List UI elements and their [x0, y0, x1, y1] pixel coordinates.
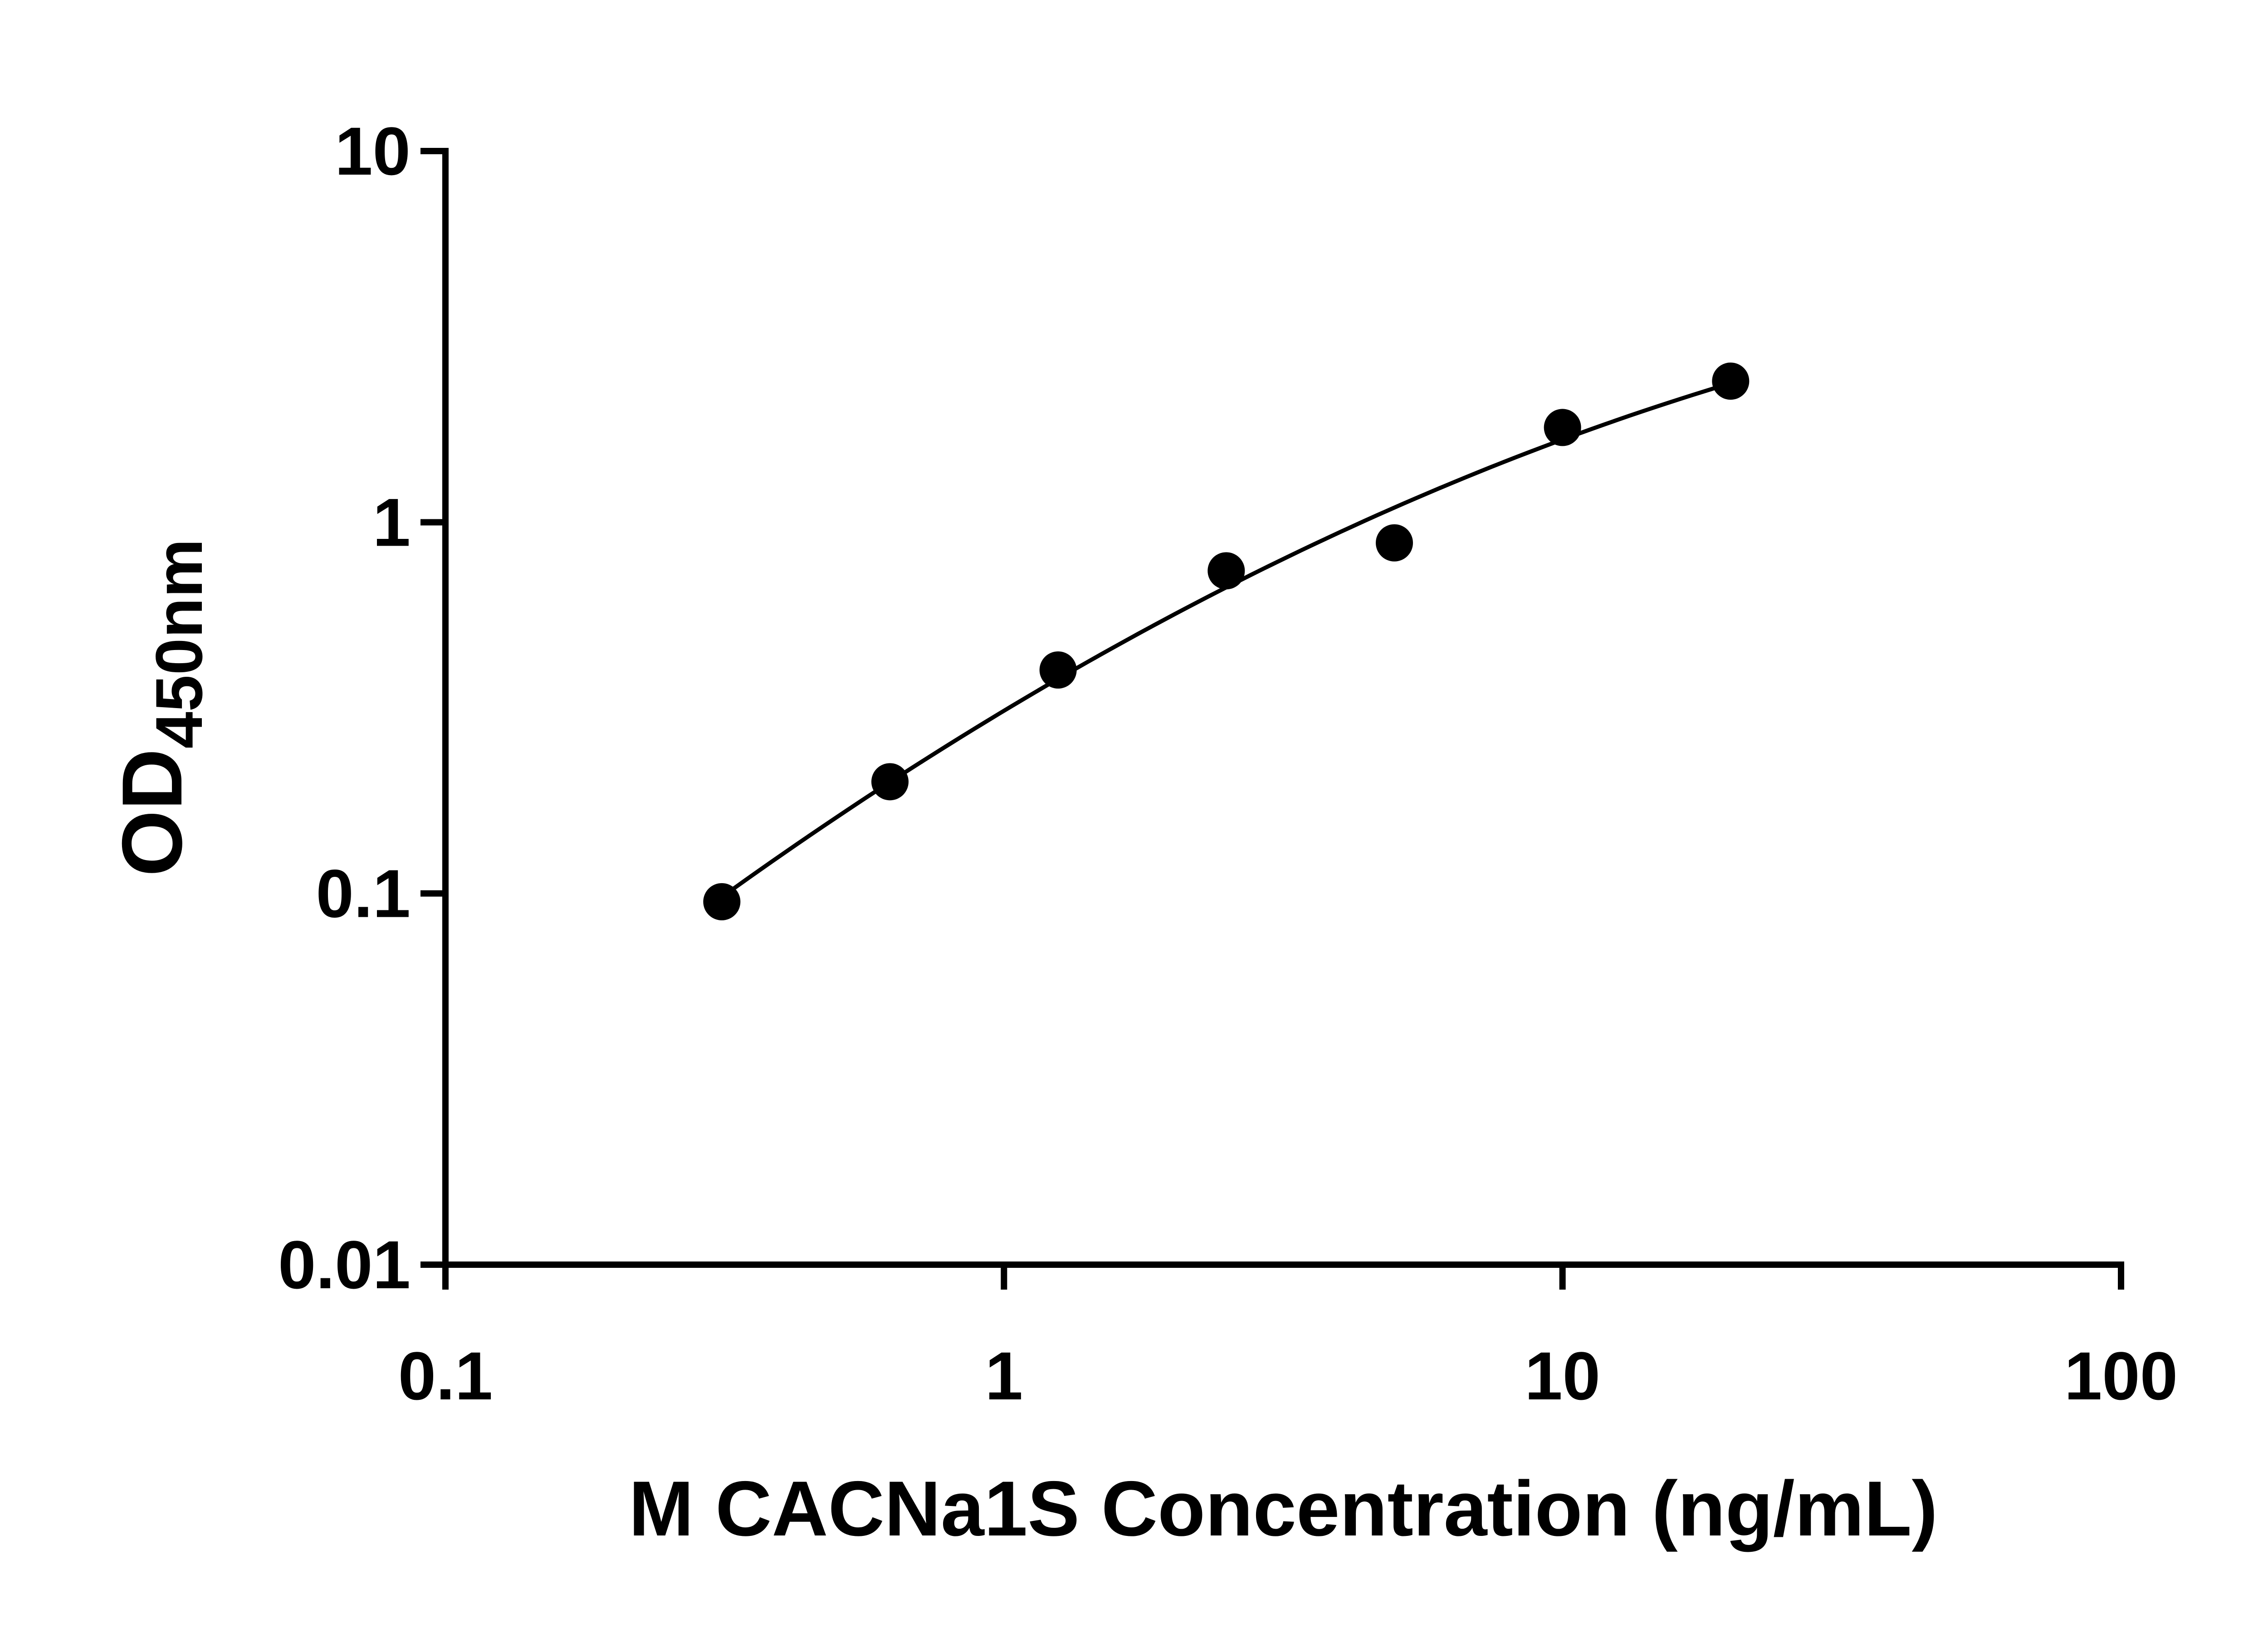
data-point — [1039, 651, 1077, 689]
y-tick-label: 1 — [373, 484, 411, 560]
data-point — [871, 763, 909, 801]
data-point — [1207, 552, 1245, 590]
y-axis-title-subscript: 450nm — [142, 539, 216, 749]
y-axis-title-main: OD — [104, 748, 200, 876]
fit-curve-layer — [720, 381, 1731, 899]
y-axis-title: OD450nm — [104, 539, 216, 877]
x-tick-label: 0.1 — [398, 1338, 493, 1414]
data-point — [1712, 362, 1750, 400]
fit-curve-path — [720, 381, 1731, 899]
axes-layer — [420, 148, 2124, 1290]
tick-labels-layer: 0.1 1 10 100 0.01 0.1 1 10 — [278, 113, 2178, 1414]
y-tick-label: 0.1 — [316, 856, 411, 932]
x-tick-label: 1 — [985, 1338, 1023, 1414]
data-point — [1544, 409, 1581, 446]
x-tick-label: 100 — [2064, 1338, 2178, 1414]
data-point — [703, 883, 741, 920]
x-axis-title: M CACNa1S Concentration (ng/mL) — [629, 1465, 1938, 1552]
y-tick-label: 0.01 — [278, 1227, 411, 1303]
data-points-layer — [703, 362, 1750, 920]
y-tick-label: 10 — [335, 113, 411, 189]
data-point — [1375, 524, 1413, 562]
x-tick-label: 10 — [1525, 1338, 1600, 1414]
